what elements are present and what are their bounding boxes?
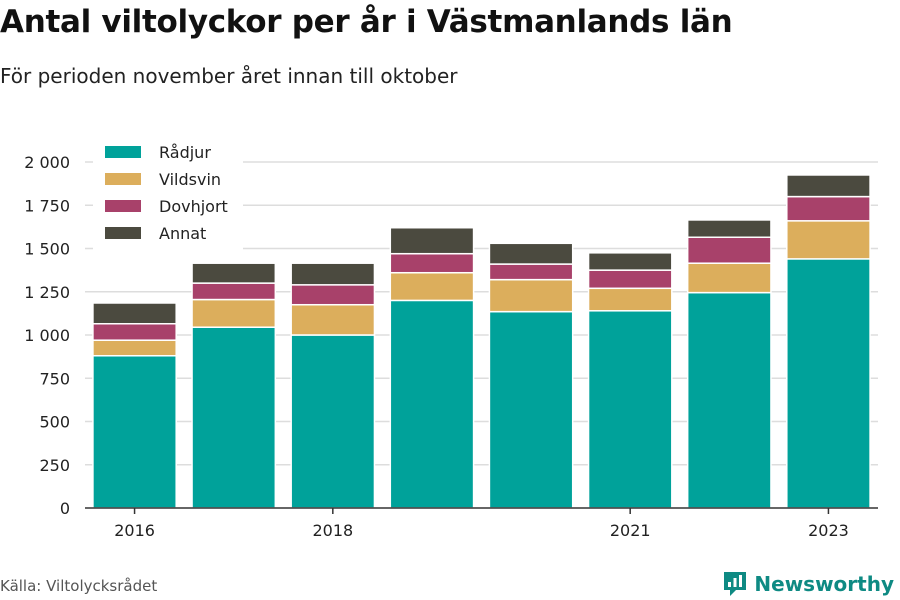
x-axis-tick-labels: 2016 2018 2021 2023 <box>114 508 849 540</box>
bar-segment <box>488 310 574 509</box>
bar-segment <box>191 298 277 328</box>
bar-segment <box>686 236 772 264</box>
bar-segment <box>587 252 673 271</box>
source-note: Källa: Viltolycksrådet <box>0 577 158 595</box>
bar-segment <box>389 271 475 302</box>
bar-segment <box>92 302 177 325</box>
bar-segment <box>488 263 574 281</box>
newsworthy-logo: Newsworthy <box>722 570 894 598</box>
bar-segment <box>488 242 574 265</box>
legend-label: Vildsvin <box>159 170 221 189</box>
bar-segment <box>587 287 673 312</box>
bar-segment <box>389 226 475 255</box>
legend-label: Annat <box>159 224 206 243</box>
y-axis-tick-labels: 0 250 500 750 1 000 1 250 1 500 1 750 2 000 <box>24 153 70 518</box>
bar-segment <box>191 262 277 284</box>
newsworthy-logo-icon <box>724 572 747 596</box>
legend-swatch <box>105 146 141 158</box>
legend-label: Dovhjort <box>159 197 228 216</box>
bar-segment <box>686 219 772 239</box>
legend: Rådjur Vildsvin Dovhjort Annat <box>93 138 243 250</box>
y-tick-label: 1 500 <box>24 240 70 259</box>
legend-swatch <box>105 200 141 212</box>
bar-segment <box>686 262 772 294</box>
bar-segment <box>786 258 871 509</box>
y-tick-label: 500 <box>39 413 70 432</box>
legend-label: Rådjur <box>159 143 211 162</box>
bar-segment <box>92 355 177 509</box>
bar-segment <box>389 299 475 509</box>
bar-segment <box>290 262 376 286</box>
bar-segment <box>191 282 277 301</box>
newsworthy-logo-text: Newsworthy <box>754 572 894 596</box>
bar-segment <box>786 220 871 260</box>
bar-segment <box>587 310 673 509</box>
y-tick-label: 1 000 <box>24 326 70 345</box>
stacked-bar-chart: 0 250 500 750 1 000 1 250 1 500 1 750 2 000 2016… <box>24 138 878 540</box>
bar-segment <box>786 174 871 198</box>
y-tick-label: 1 250 <box>24 283 70 302</box>
bar-segment <box>191 326 277 509</box>
bar-segment <box>587 269 673 290</box>
bar-segment <box>488 278 574 313</box>
x-tick-label: 2021 <box>610 521 651 540</box>
y-tick-label: 2 000 <box>24 153 70 172</box>
bar-segment <box>290 303 376 336</box>
x-tick-label: 2016 <box>114 521 155 540</box>
legend-swatch <box>105 227 141 239</box>
bar-segment <box>92 323 177 341</box>
chart-title: Antal viltolyckor per år i Västmanlands … <box>0 4 733 40</box>
chart-subtitle: För perioden november året innan till ok… <box>0 64 458 88</box>
x-tick-label: 2018 <box>312 521 353 540</box>
bars <box>92 174 871 509</box>
bar-segment <box>290 284 376 306</box>
y-tick-label: 250 <box>39 456 70 475</box>
bar-segment <box>290 334 376 509</box>
bar-segment <box>389 252 475 274</box>
legend-swatch <box>105 173 141 185</box>
y-tick-label: 0 <box>60 499 70 518</box>
bar-segment <box>686 291 772 509</box>
y-tick-label: 1 750 <box>24 196 70 215</box>
bar-segment <box>92 339 177 357</box>
x-tick-label: 2023 <box>808 521 849 540</box>
y-tick-label: 750 <box>39 369 70 388</box>
bar-segment <box>786 195 871 222</box>
